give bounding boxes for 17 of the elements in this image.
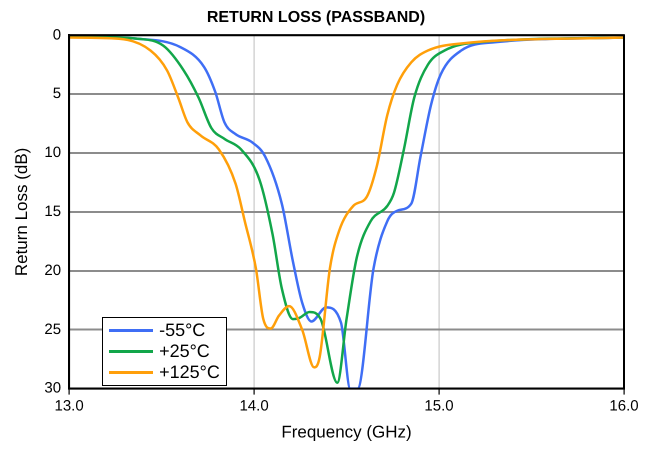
x-tick-label: 16.0 [609,398,639,415]
y-tick-label: 0 [52,26,62,44]
y-tick-label: 5 [52,85,62,102]
y-axis-title: Return Loss (dB) [12,148,31,276]
x-tick-label: 14.0 [239,398,269,415]
chart-title: RETURN LOSS (PASSBAND) [206,9,426,26]
x-axis-title: Frequency (GHz) [281,422,412,442]
y-tick-label: 10 [44,144,62,162]
legend-label: +125°C [159,362,220,383]
y-tick-label: 25 [44,320,62,338]
y-tick-label: 15 [44,203,62,220]
x-tick-label: 13.0 [54,398,84,415]
y-tick-label: 20 [44,262,62,279]
legend-label: -55°C [159,320,206,341]
y-tick-label: 30 [44,380,62,397]
x-tick-label: 15.0 [424,398,454,415]
legend-label: +25°C [159,340,210,362]
